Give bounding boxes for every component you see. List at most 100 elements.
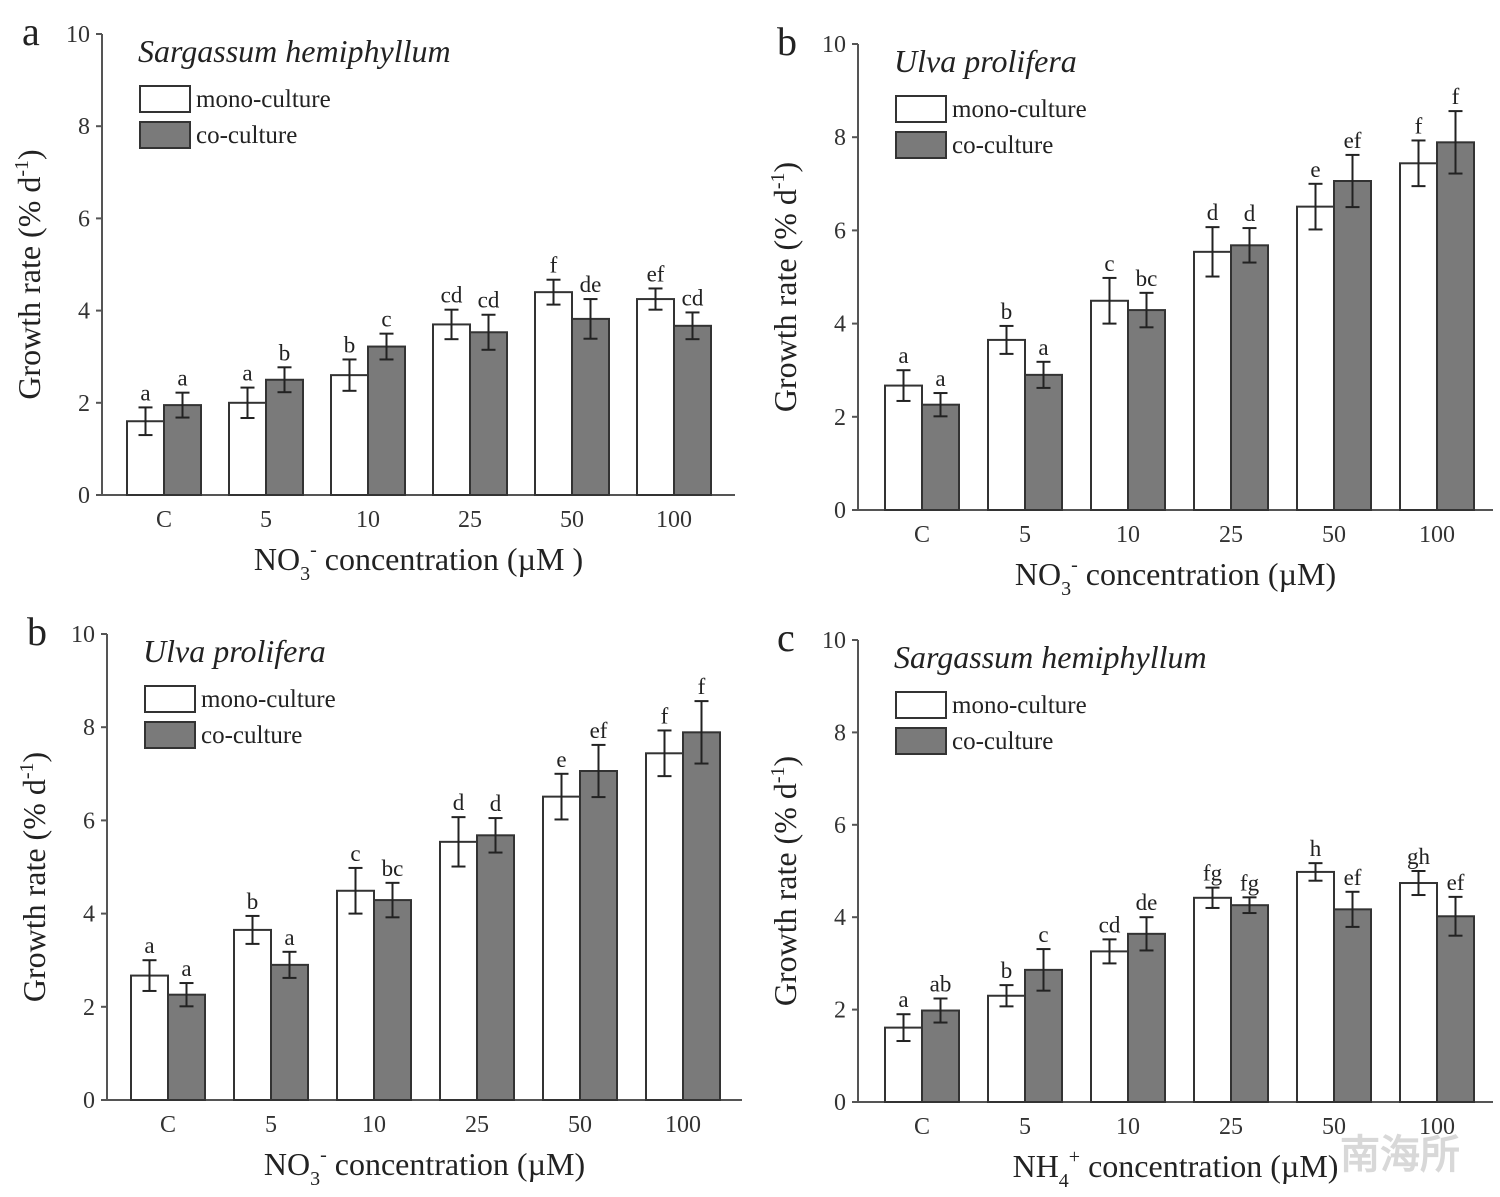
significance-letter: f bbox=[1452, 84, 1460, 109]
bar-mono-5 bbox=[233, 928, 272, 1101]
significance-letter: ef bbox=[1447, 870, 1465, 895]
y-tick-label: 8 bbox=[83, 715, 95, 741]
significance-letter: a bbox=[181, 956, 191, 981]
legend-label: co-culture bbox=[201, 722, 302, 749]
bar-co-C bbox=[921, 403, 960, 511]
panel-letter: b bbox=[777, 19, 797, 64]
significance-letter: bc bbox=[382, 856, 404, 881]
chart-panel-1: a 0 2 4 6 8 10 Growth rate (% d-1) C 5 10 25 50 100 NO… bbox=[11, 9, 735, 585]
significance-letter: c bbox=[381, 307, 391, 332]
y-tick-label: 10 bbox=[66, 22, 90, 48]
significance-letter: a bbox=[935, 366, 945, 391]
legend-label: mono-culture bbox=[201, 686, 336, 713]
significance-letter: d bbox=[1244, 201, 1256, 226]
bar-co-C bbox=[167, 993, 206, 1102]
species-title: Ulva prolifera bbox=[894, 43, 1077, 79]
significance-letter: h bbox=[1310, 836, 1322, 861]
bar-co-5 bbox=[270, 963, 309, 1101]
y-axis-title: Growth rate (% d-1) bbox=[767, 162, 803, 412]
x-tick-label: 25 bbox=[1219, 1114, 1243, 1140]
bar-co-25 bbox=[476, 834, 515, 1101]
bar-co-5 bbox=[265, 378, 304, 496]
y-tick-label: 2 bbox=[78, 391, 90, 417]
bar-co-100 bbox=[682, 731, 721, 1101]
significance-letter: e bbox=[556, 747, 566, 772]
significance-letter: b bbox=[344, 332, 356, 357]
significance-letter: cd bbox=[441, 283, 463, 308]
y-tick-label: 8 bbox=[834, 125, 846, 151]
significance-letter: b bbox=[279, 340, 291, 365]
legend-swatch-mono bbox=[895, 691, 947, 719]
significance-letter: a bbox=[140, 380, 150, 405]
bar-co-25 bbox=[1230, 904, 1269, 1103]
significance-letter: ef bbox=[647, 261, 665, 286]
significance-letter: a bbox=[1038, 335, 1048, 360]
species-title: Ulva prolifera bbox=[143, 633, 326, 669]
significance-letter: f bbox=[1415, 113, 1423, 138]
x-tick-label: 5 bbox=[260, 507, 272, 533]
legend-swatch-co bbox=[139, 121, 191, 149]
y-tick-label: 0 bbox=[834, 498, 846, 524]
x-tick-label: 100 bbox=[665, 1112, 701, 1138]
bar-mono-50 bbox=[542, 795, 581, 1101]
y-tick-label: 0 bbox=[834, 1090, 846, 1116]
bar-co-C bbox=[163, 404, 202, 497]
significance-letter: fg bbox=[1240, 870, 1260, 895]
significance-letter: e bbox=[1310, 157, 1320, 182]
bar-co-5 bbox=[1024, 373, 1063, 511]
bar-mono-10 bbox=[330, 374, 369, 497]
x-tick-label: 50 bbox=[568, 1112, 592, 1138]
significance-letter: b bbox=[1001, 958, 1013, 983]
x-tick-label: 5 bbox=[265, 1112, 277, 1138]
significance-letter: bc bbox=[1136, 266, 1158, 291]
bar-mono-5 bbox=[987, 338, 1026, 511]
bar-mono-5 bbox=[987, 994, 1026, 1103]
significance-letter: c bbox=[1038, 922, 1048, 947]
legend-label: mono-culture bbox=[952, 692, 1087, 719]
bar-mono-100 bbox=[1399, 882, 1438, 1104]
x-tick-label: 10 bbox=[356, 507, 380, 533]
bar-co-10 bbox=[1127, 309, 1166, 511]
legend-swatch-mono bbox=[895, 95, 947, 123]
chart-panel-4: c 0 2 4 6 8 10 Growth rate (% d-1) C 5 10 25 50 100 NH… bbox=[767, 615, 1493, 1192]
y-tick-label: 2 bbox=[834, 405, 846, 431]
significance-letter: a bbox=[177, 366, 187, 391]
y-tick-label: 4 bbox=[78, 299, 90, 325]
legend-swatch-mono bbox=[139, 85, 191, 113]
bar-mono-50 bbox=[1296, 205, 1335, 511]
x-tick-label: 10 bbox=[362, 1112, 386, 1138]
bar-co-100 bbox=[1436, 141, 1475, 512]
x-tick-label: 100 bbox=[1419, 522, 1455, 548]
y-tick-label: 2 bbox=[83, 995, 95, 1021]
y-tick-label: 4 bbox=[834, 905, 846, 931]
bar-co-10 bbox=[367, 345, 406, 497]
panel-letter: c bbox=[777, 615, 795, 660]
y-tick-label: 10 bbox=[822, 628, 846, 654]
species-title: Sargassum hemiphyllum bbox=[894, 639, 1207, 675]
panel-letter: a bbox=[22, 9, 40, 54]
bar-mono-10 bbox=[1090, 299, 1129, 511]
significance-letter: a bbox=[144, 933, 154, 958]
x-tick-label: C bbox=[914, 522, 930, 548]
x-tick-label: 100 bbox=[1419, 1114, 1455, 1140]
significance-letter: b bbox=[247, 889, 259, 914]
x-axis-title: NO3- concentration (µM) bbox=[1015, 554, 1336, 600]
y-axis-title: Growth rate (% d-1) bbox=[16, 752, 52, 1002]
y-tick-label: 6 bbox=[834, 218, 846, 244]
legend-swatch-mono bbox=[144, 685, 196, 713]
bar-mono-100 bbox=[1399, 162, 1438, 512]
bar-co-50 bbox=[571, 317, 610, 497]
significance-letter: f bbox=[698, 674, 706, 699]
bar-co-10 bbox=[1127, 932, 1166, 1103]
significance-letter: ef bbox=[1344, 128, 1362, 153]
chart-panel-3: b 0 2 4 6 8 10 Growth rate (% d-1) C 5 10 25 50 100 NO… bbox=[16, 609, 742, 1190]
bar-co-50 bbox=[1333, 180, 1372, 511]
x-tick-label: 25 bbox=[458, 507, 482, 533]
x-tick-label: 10 bbox=[1116, 522, 1140, 548]
x-tick-label: 50 bbox=[1322, 1114, 1346, 1140]
significance-letter: d bbox=[453, 790, 465, 815]
legend-swatch-co bbox=[144, 721, 196, 749]
bar-mono-10 bbox=[1090, 950, 1129, 1103]
bar-co-25 bbox=[1230, 244, 1269, 511]
legend-label: mono-culture bbox=[196, 86, 331, 113]
